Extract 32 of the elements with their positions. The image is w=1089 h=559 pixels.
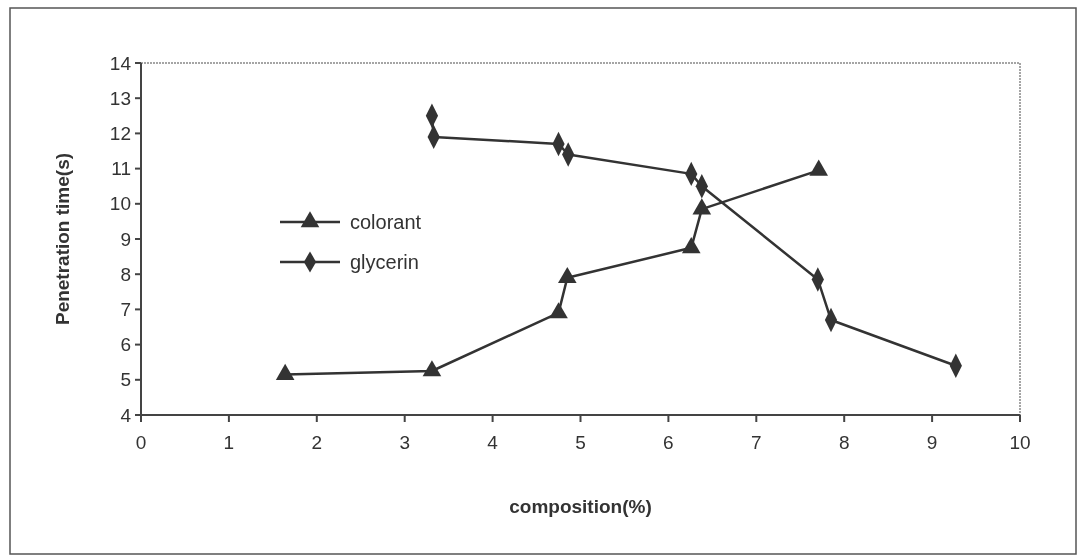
point xyxy=(275,363,295,380)
y-tick-label: 9 xyxy=(120,228,131,250)
legend-label: colorant xyxy=(350,211,422,233)
point xyxy=(692,198,712,215)
y-tick-label: 11 xyxy=(111,158,131,180)
y-tick-label: 14 xyxy=(109,52,132,74)
x-tick-label: 9 xyxy=(926,432,938,453)
x-tick-label: 4 xyxy=(487,432,499,453)
x-tick-label: 0 xyxy=(135,432,147,453)
point xyxy=(681,237,701,254)
y-axis-title: Penetration time(s) xyxy=(52,152,73,326)
y-tick-label: 7 xyxy=(120,299,131,321)
legend-label: glycerin xyxy=(350,251,419,273)
x-tick-label: 7 xyxy=(751,432,762,453)
x-axis-title: composition(%) xyxy=(509,496,652,517)
x-tick-label: 1 xyxy=(223,432,235,453)
x-tick-label: 10 xyxy=(1009,432,1031,453)
x-tick-label: 6 xyxy=(663,432,674,453)
x-tick-label: 8 xyxy=(838,432,850,453)
y-tick-label: 5 xyxy=(120,369,131,391)
y-tick-label: 12 xyxy=(109,123,131,145)
y-tick-label: 10 xyxy=(109,193,131,215)
y-tick-label: 6 xyxy=(120,334,131,356)
point xyxy=(422,360,442,377)
x-tick-label: 2 xyxy=(311,432,323,453)
point xyxy=(549,302,568,319)
y-tick-label: 4 xyxy=(120,404,132,426)
x-tick-label: 5 xyxy=(575,432,586,453)
y-tick-label: 8 xyxy=(120,263,131,285)
point xyxy=(558,266,577,284)
y-tick-label: 13 xyxy=(109,87,131,109)
x-tick-label: 3 xyxy=(399,432,410,453)
